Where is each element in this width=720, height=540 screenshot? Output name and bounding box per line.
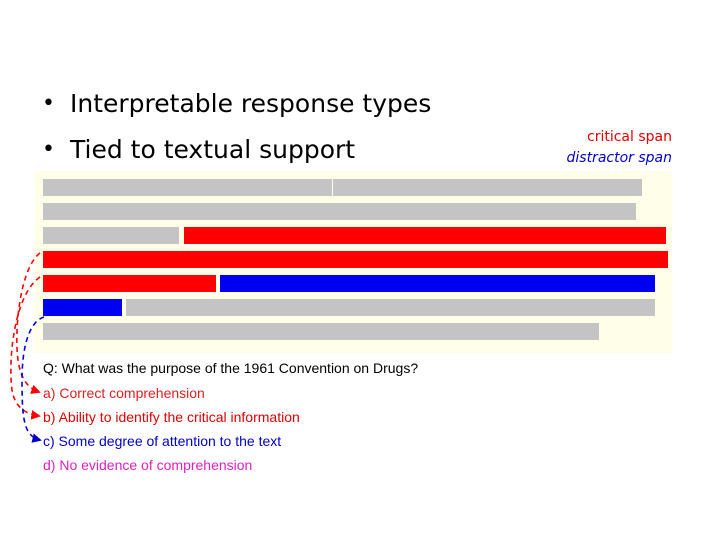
option-b: b) Ability to identify the critical info…	[43, 409, 300, 425]
option-a: a) Correct comprehension	[43, 385, 205, 401]
option-d: d) No evidence of comprehension	[43, 457, 253, 473]
text-line-bar	[43, 179, 332, 196]
distractor-span-bar	[220, 275, 655, 292]
arrow-critical-to-option-b	[10, 276, 41, 420]
bullet-text: Interpretable response types	[70, 89, 432, 118]
question-text: Q: What was the purpose of the 1961 Conv…	[43, 360, 419, 376]
text-line-bar	[43, 227, 179, 244]
arrow-distractor-to-option-c	[21, 316, 45, 443]
text-line-bar	[43, 203, 636, 220]
legend-distractor-span: distractor span	[566, 150, 673, 166]
text-line-bar	[43, 323, 599, 340]
critical-span-bar	[184, 227, 666, 244]
legend-critical-span: critical span	[587, 129, 672, 145]
text-line-bar	[333, 179, 642, 196]
bullet-text: Tied to textual support	[70, 135, 356, 164]
distractor-span-bar	[43, 299, 122, 316]
bullet-list: • Interpretable response types • Tied to t…	[40, 84, 431, 176]
bullet-dot: •	[42, 91, 55, 116]
text-line-bar	[126, 299, 655, 316]
critical-span-bar	[43, 275, 216, 292]
passage-box	[34, 171, 672, 353]
bullet-dot: •	[42, 137, 55, 162]
bullet-item: • Interpretable response types	[40, 84, 431, 130]
bullet-item: • Tied to textual support	[40, 130, 431, 176]
option-c: c) Some degree of attention to the text	[43, 433, 282, 449]
critical-span-bar	[43, 251, 668, 268]
